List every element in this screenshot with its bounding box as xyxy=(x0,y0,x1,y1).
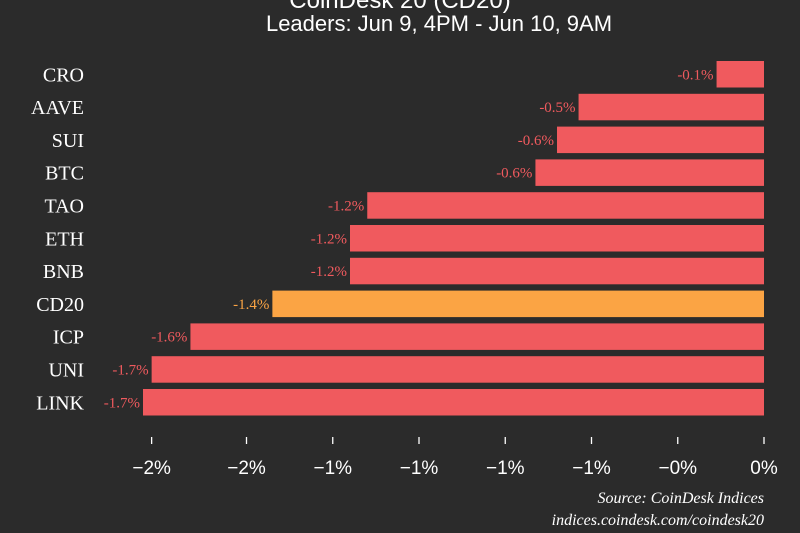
category-label: AAVE xyxy=(31,97,84,119)
x-tick-label: −2% xyxy=(227,458,266,479)
category-label: ICP xyxy=(53,327,84,349)
x-tick-label: −1% xyxy=(313,458,352,479)
category-label: CD20 xyxy=(36,294,84,316)
source-text: Source: CoinDesk Indices xyxy=(597,490,764,507)
value-label: -1.4% xyxy=(233,297,269,313)
value-label: -0.1% xyxy=(677,67,713,83)
bar-cd20 xyxy=(272,290,764,318)
category-label: SUI xyxy=(52,130,84,152)
x-tick-label: −0% xyxy=(658,458,697,479)
bar-link xyxy=(143,389,764,416)
value-label: -0.5% xyxy=(539,100,575,116)
category-label: BNB xyxy=(43,261,84,283)
x-tick-label: −1% xyxy=(486,458,525,479)
source-url: indices.coindesk.com/coindesk20 xyxy=(551,512,764,529)
category-label: BTC xyxy=(45,163,84,185)
bar-tao xyxy=(367,192,764,219)
bar-uni xyxy=(151,356,764,383)
value-label: -0.6% xyxy=(496,166,532,182)
x-tick-label: −1% xyxy=(400,458,439,479)
chart-title: CoinDesk 20 (CD20) xyxy=(289,0,511,14)
bar-bnb xyxy=(350,257,764,285)
x-tick-label: 0% xyxy=(750,458,778,479)
value-label: -1.2% xyxy=(311,264,347,280)
value-label: -0.6% xyxy=(518,133,554,149)
chart-subtitle: Leaders: Jun 9, 4PM - Jun 10, 9AM xyxy=(265,11,613,36)
value-label: -1.7% xyxy=(112,362,148,378)
x-tick-label: −1% xyxy=(572,458,611,479)
category-label: LINK xyxy=(36,392,84,414)
category-label: CRO xyxy=(43,64,84,86)
source-note: Source: CoinDesk Indices indices.coindes… xyxy=(552,488,764,532)
value-label: -1.2% xyxy=(328,198,364,214)
value-label: -1.6% xyxy=(151,330,187,346)
bar-btc xyxy=(535,159,764,186)
category-label: TAO xyxy=(44,195,84,217)
value-label: -1.7% xyxy=(104,395,140,411)
bar-sui xyxy=(557,126,764,154)
category-label: ETH xyxy=(45,228,84,250)
bar-eth xyxy=(350,225,764,252)
x-tick-label: −2% xyxy=(132,458,171,479)
value-label: -1.2% xyxy=(311,231,347,247)
category-label: UNI xyxy=(48,359,84,381)
bar-icp xyxy=(190,323,764,350)
bar-cro xyxy=(716,61,764,88)
bar-aave xyxy=(578,93,764,121)
